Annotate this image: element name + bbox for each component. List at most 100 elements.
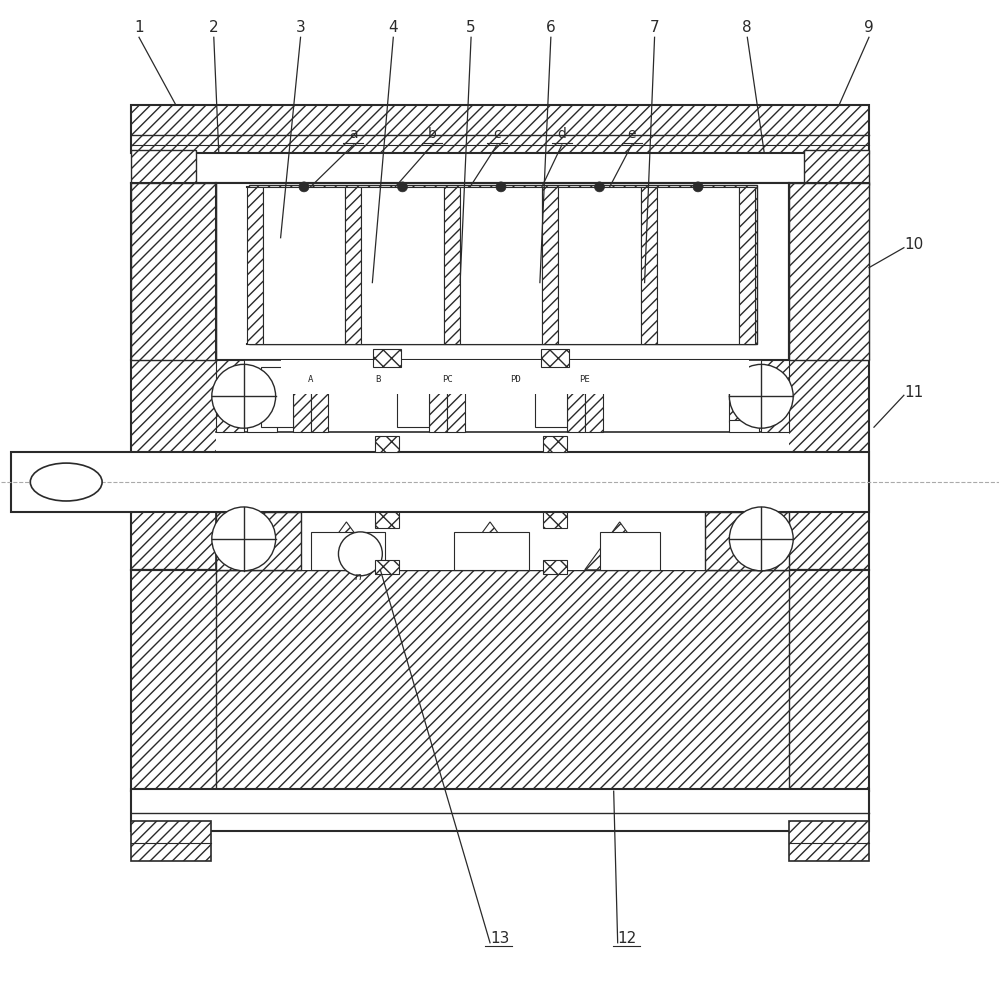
Text: a: a	[349, 127, 358, 141]
Bar	[247, 421, 277, 433]
Text: 7: 7	[650, 20, 659, 36]
Text: 2: 2	[209, 20, 219, 36]
Bar	[216, 360, 789, 433]
Text: 1: 1	[134, 20, 144, 36]
Bar	[460, 186, 542, 344]
Bar	[131, 821, 211, 861]
Text: PC: PC	[442, 375, 453, 384]
Bar	[789, 821, 869, 861]
Bar	[311, 532, 385, 569]
Circle shape	[398, 182, 407, 191]
Text: c: c	[493, 127, 501, 141]
Bar	[541, 349, 569, 367]
Bar	[558, 186, 641, 344]
Circle shape	[729, 507, 793, 570]
Text: b: b	[428, 127, 437, 141]
Bar	[131, 183, 216, 360]
Polygon shape	[455, 522, 525, 569]
Bar	[375, 559, 399, 573]
Bar	[729, 421, 759, 433]
Text: 10: 10	[904, 237, 923, 252]
Bar	[429, 360, 447, 433]
Bar	[261, 367, 293, 428]
Bar	[216, 360, 244, 392]
Bar	[657, 186, 739, 344]
Text: 5: 5	[466, 20, 476, 36]
Bar	[361, 186, 444, 344]
Circle shape	[595, 182, 604, 191]
Text: 13: 13	[490, 930, 509, 945]
Bar	[761, 403, 789, 433]
Bar	[454, 532, 529, 569]
Bar	[293, 360, 311, 433]
Circle shape	[212, 364, 276, 429]
Bar	[281, 360, 749, 394]
Bar	[311, 360, 328, 433]
Text: 4: 4	[388, 20, 398, 36]
Bar	[131, 569, 869, 792]
Bar	[216, 512, 301, 569]
Bar	[761, 360, 789, 392]
Text: PD: PD	[511, 375, 521, 384]
Circle shape	[212, 507, 276, 570]
Bar	[789, 183, 869, 360]
Bar	[729, 374, 759, 423]
Text: e: e	[627, 127, 636, 141]
Bar	[447, 360, 465, 433]
Bar	[397, 367, 429, 428]
Bar	[216, 569, 789, 792]
Bar	[247, 186, 755, 344]
Circle shape	[693, 182, 703, 191]
Text: PE: PE	[579, 375, 590, 384]
Circle shape	[729, 364, 793, 429]
Bar	[216, 403, 244, 433]
Text: B: B	[376, 375, 381, 384]
Bar	[600, 532, 660, 569]
Text: 11: 11	[904, 385, 923, 400]
Bar	[131, 360, 869, 569]
Bar	[585, 360, 603, 433]
Bar	[263, 186, 345, 344]
Bar	[542, 186, 558, 344]
Ellipse shape	[30, 463, 102, 501]
Bar	[373, 349, 401, 367]
Text: n: n	[355, 571, 362, 581]
Bar	[216, 183, 789, 360]
Text: 12: 12	[618, 930, 637, 945]
Bar	[131, 105, 869, 153]
Bar	[375, 436, 399, 452]
Bar	[11, 452, 869, 512]
Bar	[543, 559, 567, 573]
Bar	[705, 512, 789, 569]
Bar	[543, 512, 567, 528]
Polygon shape	[585, 522, 655, 569]
Text: 8: 8	[742, 20, 752, 36]
Polygon shape	[312, 522, 381, 569]
Bar	[131, 183, 869, 360]
Bar	[543, 436, 567, 452]
Circle shape	[496, 182, 506, 191]
Text: d: d	[557, 127, 566, 141]
Text: 9: 9	[864, 20, 874, 36]
Text: A: A	[308, 375, 313, 384]
Bar	[247, 374, 277, 423]
Bar	[641, 186, 657, 344]
Bar	[567, 360, 585, 433]
Bar	[131, 790, 869, 831]
Bar	[249, 185, 757, 344]
Bar	[535, 367, 567, 428]
Text: 6: 6	[546, 20, 556, 36]
Bar	[375, 512, 399, 528]
Bar	[444, 186, 460, 344]
Bar	[301, 512, 705, 569]
Bar	[131, 150, 196, 185]
Text: 3: 3	[296, 20, 305, 36]
Bar	[216, 569, 789, 792]
Bar	[345, 186, 361, 344]
Bar	[216, 360, 789, 569]
Bar	[739, 186, 755, 344]
Bar	[247, 186, 263, 344]
Circle shape	[338, 532, 382, 575]
Bar	[804, 150, 869, 185]
Circle shape	[299, 182, 309, 191]
